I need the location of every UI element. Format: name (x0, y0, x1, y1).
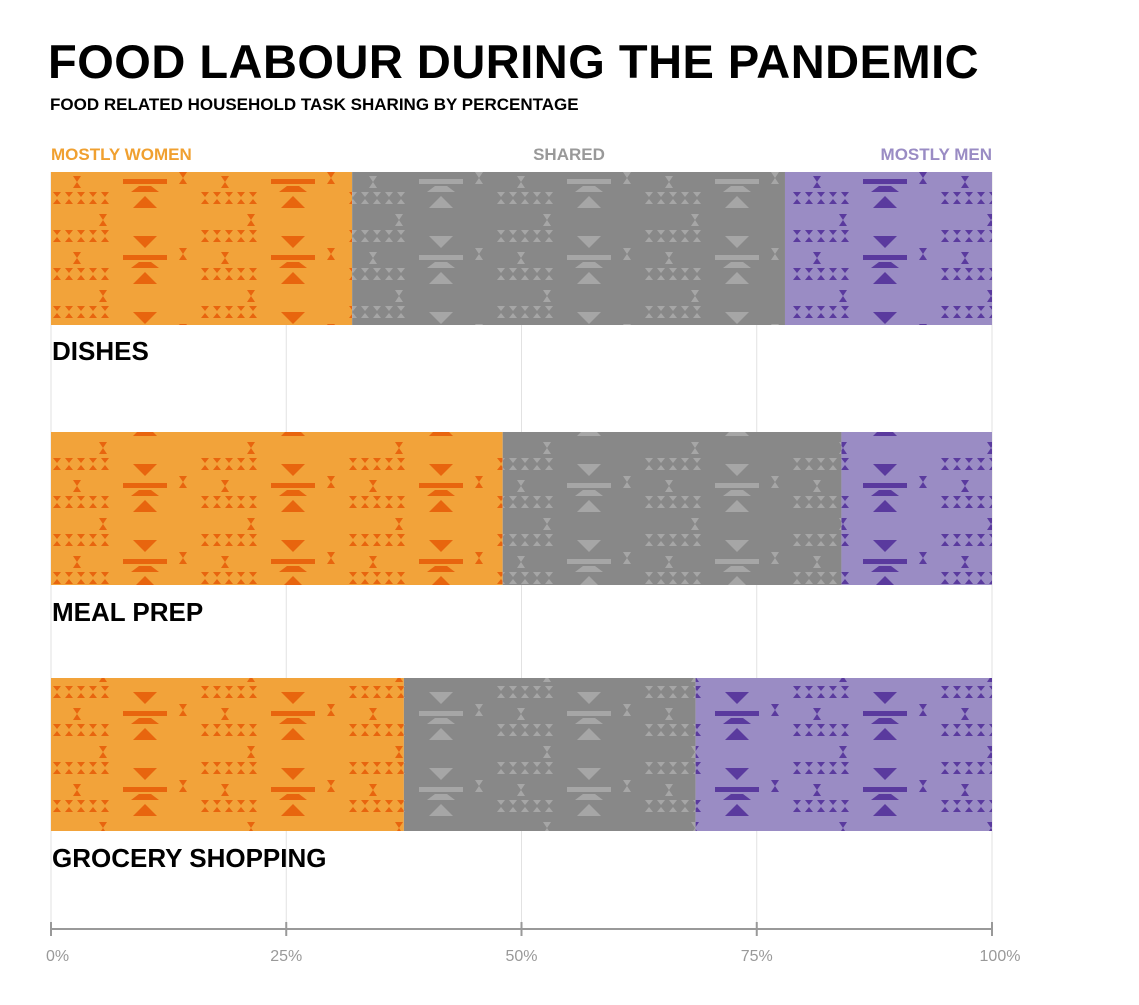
legend: MOSTLY WOMEN SHARED MOSTLY MEN (51, 145, 992, 164)
legend-mostly-men: MOSTLY MEN (881, 145, 992, 164)
bar-dishes-mostly-men (784, 172, 992, 325)
x-tick-label: 100% (980, 948, 1021, 965)
bar-grocery-shopping-mostly-men (695, 678, 992, 831)
category-label-grocery-shopping: GROCERY SHOPPING (52, 843, 327, 873)
legend-shared: SHARED (533, 145, 605, 164)
bars (51, 172, 992, 831)
bar-grocery-shopping-mostly-women (51, 678, 404, 831)
category-labels: DISHES MEAL PREP GROCERY SHOPPING (52, 336, 327, 873)
x-tick-label: 50% (505, 948, 537, 965)
bar-dishes-mostly-women (51, 172, 353, 325)
category-label-meal-prep: MEAL PREP (52, 597, 203, 627)
legend-mostly-women: MOSTLY WOMEN (51, 145, 192, 164)
bar-meal-prep-mostly-women (51, 432, 503, 585)
x-tick-label: 0% (46, 948, 69, 965)
category-label-dishes: DISHES (52, 336, 149, 366)
x-tick-label: 75% (741, 948, 773, 965)
bar-dishes-shared (352, 172, 785, 325)
bar-meal-prep-shared (502, 432, 842, 585)
chart-subtitle: FOOD RELATED HOUSEHOLD TASK SHARING BY P… (50, 95, 579, 114)
chart-title: FOOD LABOUR DURING THE PANDEMIC (48, 35, 980, 88)
x-axis: 0% 25% 50% 75% 100% (46, 922, 1020, 965)
bar-meal-prep-mostly-men (841, 432, 992, 585)
x-tick-label: 25% (270, 948, 302, 965)
bar-grocery-shopping-shared (403, 678, 696, 831)
